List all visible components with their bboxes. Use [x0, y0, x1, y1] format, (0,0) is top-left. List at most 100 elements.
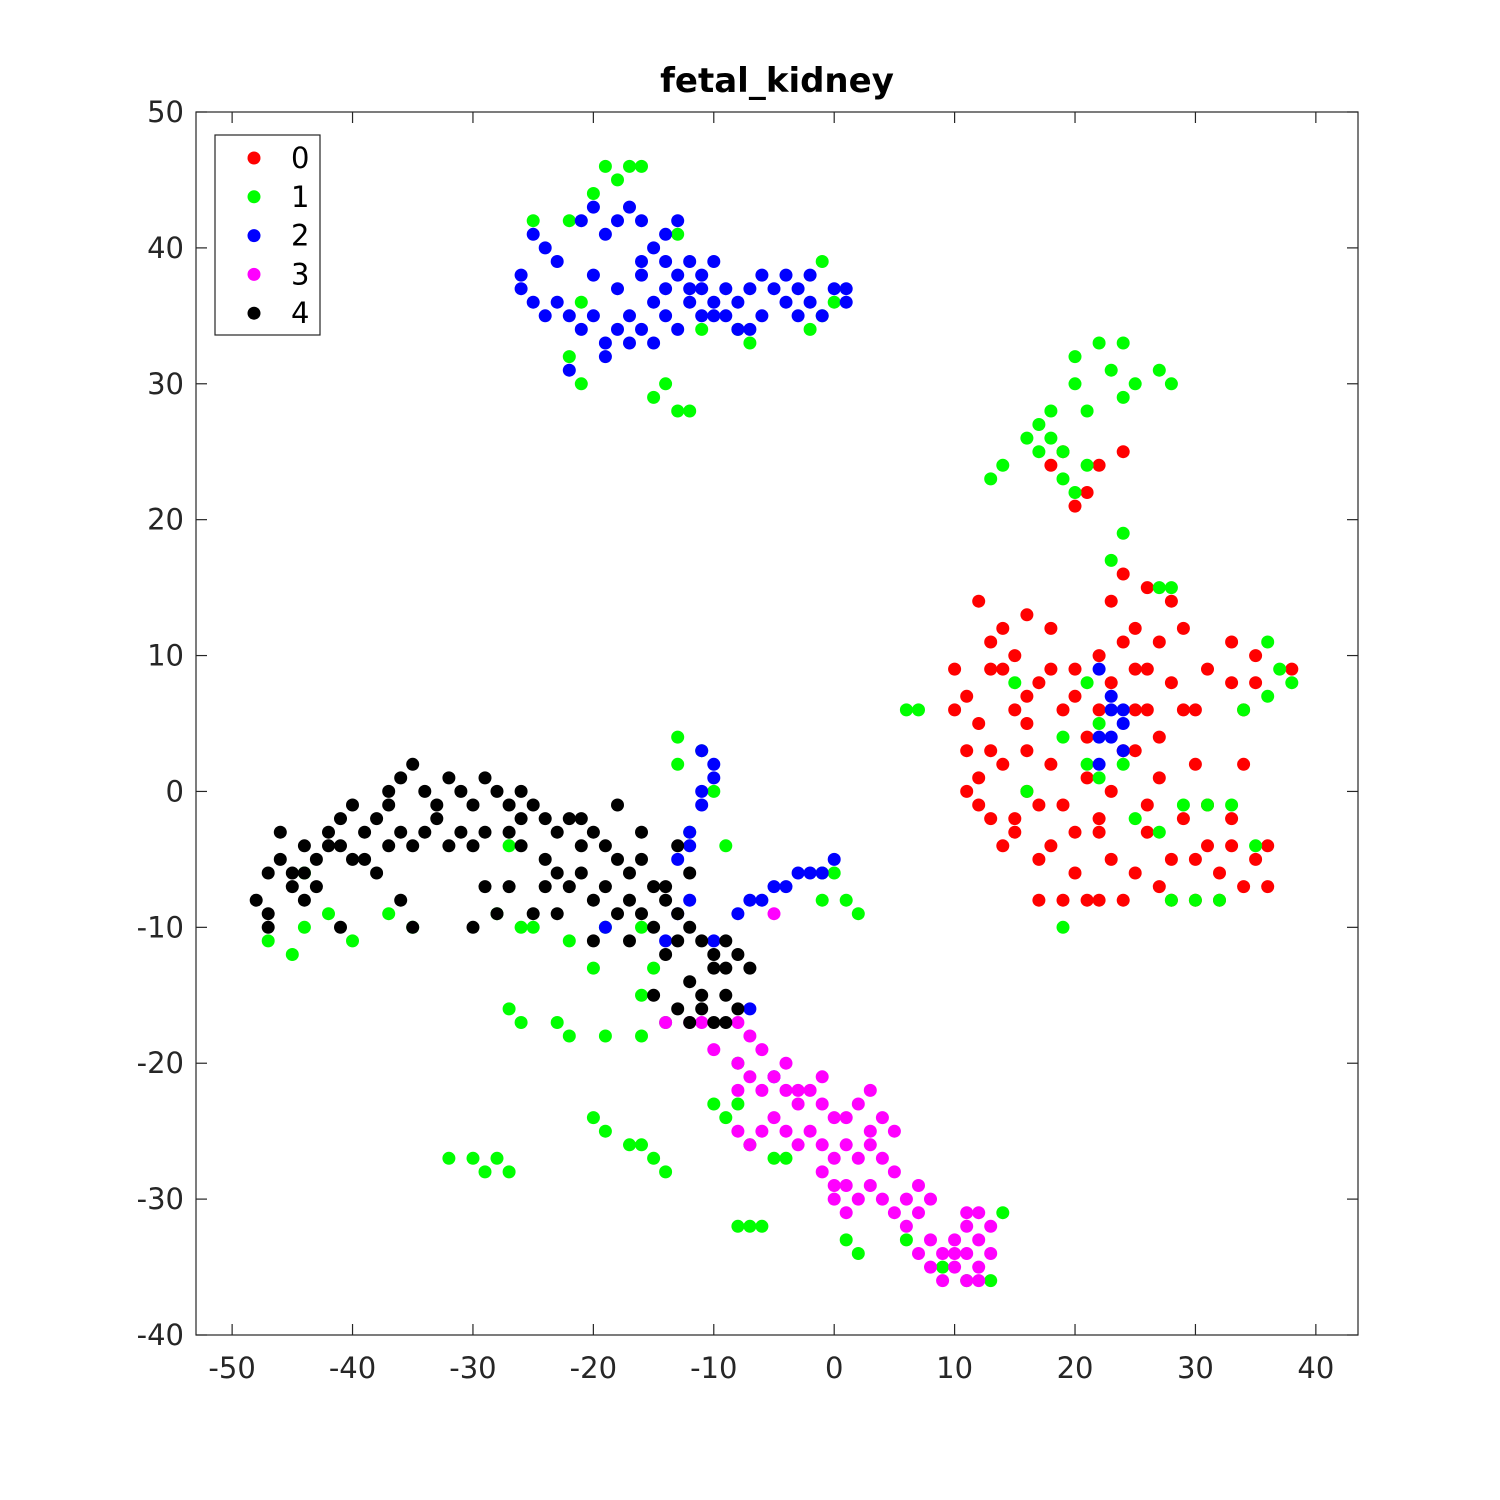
- data-point: [623, 1138, 636, 1152]
- data-point: [526, 295, 540, 309]
- data-point: [743, 961, 757, 975]
- data-point: [1116, 390, 1130, 404]
- data-point: [719, 961, 733, 975]
- data-point: [261, 907, 275, 921]
- data-point: [803, 268, 817, 282]
- data-point: [767, 1111, 781, 1125]
- data-point: [839, 1138, 853, 1152]
- data-point: [815, 1165, 829, 1179]
- data-point: [719, 1016, 733, 1029]
- data-point: [430, 798, 444, 812]
- data-point: [743, 1070, 757, 1084]
- data-point: [1152, 825, 1166, 839]
- data-point: [924, 1233, 937, 1247]
- data-point: [815, 1138, 829, 1152]
- data-point: [815, 1097, 829, 1111]
- data-point: [1008, 812, 1022, 826]
- x-axis: -50 -40 -30 -20 -10 0 10 20 30 40: [208, 112, 1334, 1385]
- data-point: [839, 1111, 853, 1125]
- data-point: [912, 1206, 925, 1220]
- data-point: [743, 893, 757, 907]
- data-point: [526, 227, 540, 241]
- data-point: [719, 1111, 733, 1125]
- data-point: [743, 1002, 757, 1016]
- data-point: [297, 866, 311, 880]
- data-point: [635, 322, 648, 336]
- data-point: [550, 255, 564, 268]
- x-tick-label: -20: [570, 1351, 617, 1385]
- data-point: [430, 812, 444, 826]
- data-point: [960, 1219, 974, 1233]
- data-point: [526, 907, 540, 921]
- x-tick-label: 40: [1297, 1351, 1334, 1385]
- data-points-layer: [249, 159, 1299, 1288]
- data-point: [1092, 336, 1106, 350]
- data-point: [1140, 662, 1154, 676]
- data-point: [743, 282, 757, 296]
- data-point: [442, 1151, 456, 1165]
- legend-item-1: 1: [247, 180, 309, 214]
- data-point: [743, 322, 757, 336]
- data-point: [1056, 893, 1070, 907]
- data-point: [1128, 703, 1142, 717]
- data-point: [514, 268, 528, 282]
- data-point: [1080, 676, 1094, 690]
- data-point: [550, 907, 564, 921]
- data-point: [1152, 730, 1166, 744]
- data-point: [695, 268, 709, 282]
- data-point: [815, 866, 829, 880]
- x-tick-label: 0: [825, 1351, 843, 1385]
- data-point: [502, 1002, 516, 1016]
- data-point: [1068, 499, 1082, 513]
- data-point: [899, 703, 913, 717]
- data-point: [1164, 594, 1178, 608]
- data-point: [731, 1002, 745, 1016]
- data-point: [996, 662, 1010, 676]
- data-point: [695, 322, 709, 336]
- data-point: [839, 282, 853, 296]
- data-point: [815, 255, 829, 268]
- data-point: [972, 594, 986, 608]
- data-point: [1056, 703, 1070, 717]
- data-point: [550, 825, 564, 839]
- data-point: [731, 907, 745, 921]
- data-point: [1128, 866, 1142, 880]
- data-point: [803, 866, 817, 880]
- data-point: [1152, 635, 1166, 649]
- data-point: [1140, 825, 1154, 839]
- data-point: [731, 1124, 745, 1138]
- legend-marker: [247, 190, 261, 204]
- data-point: [1188, 703, 1202, 717]
- data-point: [936, 1260, 950, 1274]
- data-point: [960, 1274, 974, 1288]
- data-point: [1008, 825, 1022, 839]
- data-point: [1008, 703, 1022, 717]
- data-point: [779, 295, 793, 309]
- data-point: [875, 1192, 889, 1206]
- data-point: [1092, 703, 1106, 717]
- data-point: [731, 1016, 745, 1029]
- data-point: [309, 880, 323, 894]
- data-point: [924, 1260, 937, 1274]
- data-point: [1080, 771, 1094, 785]
- x-tick-label: 10: [936, 1351, 973, 1385]
- x-tick-label: -40: [329, 1351, 376, 1385]
- data-point: [1285, 662, 1299, 676]
- data-point: [574, 866, 588, 880]
- data-point: [779, 1083, 793, 1097]
- data-point: [514, 282, 528, 296]
- y-tick-label: 10: [147, 639, 184, 673]
- series-1: [261, 159, 1299, 1288]
- data-point: [273, 825, 287, 839]
- data-point: [285, 880, 299, 894]
- data-point: [659, 377, 673, 391]
- legend-label: 0: [291, 141, 309, 175]
- data-point: [1032, 676, 1046, 690]
- data-point: [695, 1002, 709, 1016]
- legend-box: [214, 134, 321, 336]
- data-point: [767, 282, 781, 296]
- data-point: [334, 920, 347, 934]
- data-point: [1116, 893, 1130, 907]
- data-point: [779, 1056, 793, 1070]
